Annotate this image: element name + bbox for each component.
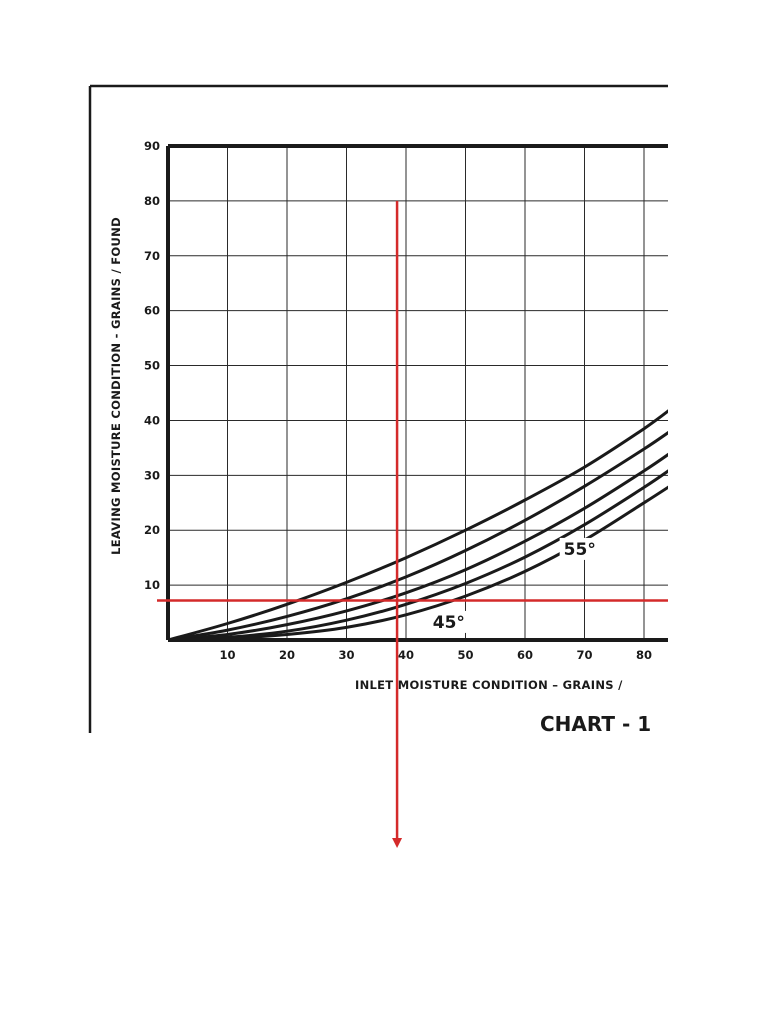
y-tick-label: 90 <box>144 139 160 153</box>
arrow-down-icon <box>392 838 403 848</box>
y-tick-label: 60 <box>144 304 160 318</box>
series-line-1 <box>168 409 668 642</box>
series-layer <box>168 409 668 642</box>
annotation-background <box>428 610 467 633</box>
y-axis-title: LEAVING MOISTURE CONDITION - GRAINS / FO… <box>109 217 123 555</box>
x-tick-label: 50 <box>457 648 473 662</box>
y-tick-labels: 10 20 30 40 50 60 70 80 90 <box>144 139 160 592</box>
x-tick-label: 40 <box>398 648 414 662</box>
outer-frame <box>88 84 668 733</box>
series-line-2 <box>168 430 668 642</box>
annotation-background <box>559 537 598 560</box>
x-tick-labels: 10 20 30 40 50 60 70 80 <box>219 648 652 662</box>
series-line-3 <box>168 452 668 642</box>
x-tick-label: 20 <box>279 648 295 662</box>
y-tick-label: 30 <box>144 468 160 482</box>
grid <box>168 146 668 640</box>
chart-title: CHART - 1 <box>540 712 651 736</box>
curve-annotation-label: 45° <box>433 613 465 633</box>
y-tick-label: 10 <box>144 578 160 592</box>
reference-lines <box>157 200 668 848</box>
curve-annotation-label: 55° <box>564 540 596 560</box>
y-tick-label: 20 <box>144 523 160 537</box>
x-axis-title: INLET MOISTURE CONDITION – GRAINS / <box>355 678 623 692</box>
plot-frame <box>166 144 668 642</box>
y-tick-label: 70 <box>144 249 160 263</box>
x-tick-label: 10 <box>219 648 235 662</box>
curve-annotations: 55° 45° <box>428 537 598 633</box>
y-tick-label: 80 <box>144 194 160 208</box>
x-tick-label: 80 <box>636 648 652 662</box>
series-line-4 <box>168 469 668 642</box>
series-line-5 <box>168 485 668 642</box>
y-tick-label: 40 <box>144 413 160 427</box>
x-tick-label: 30 <box>338 648 354 662</box>
x-tick-label: 60 <box>517 648 533 662</box>
x-tick-label: 70 <box>576 648 592 662</box>
y-tick-label: 50 <box>144 359 160 373</box>
